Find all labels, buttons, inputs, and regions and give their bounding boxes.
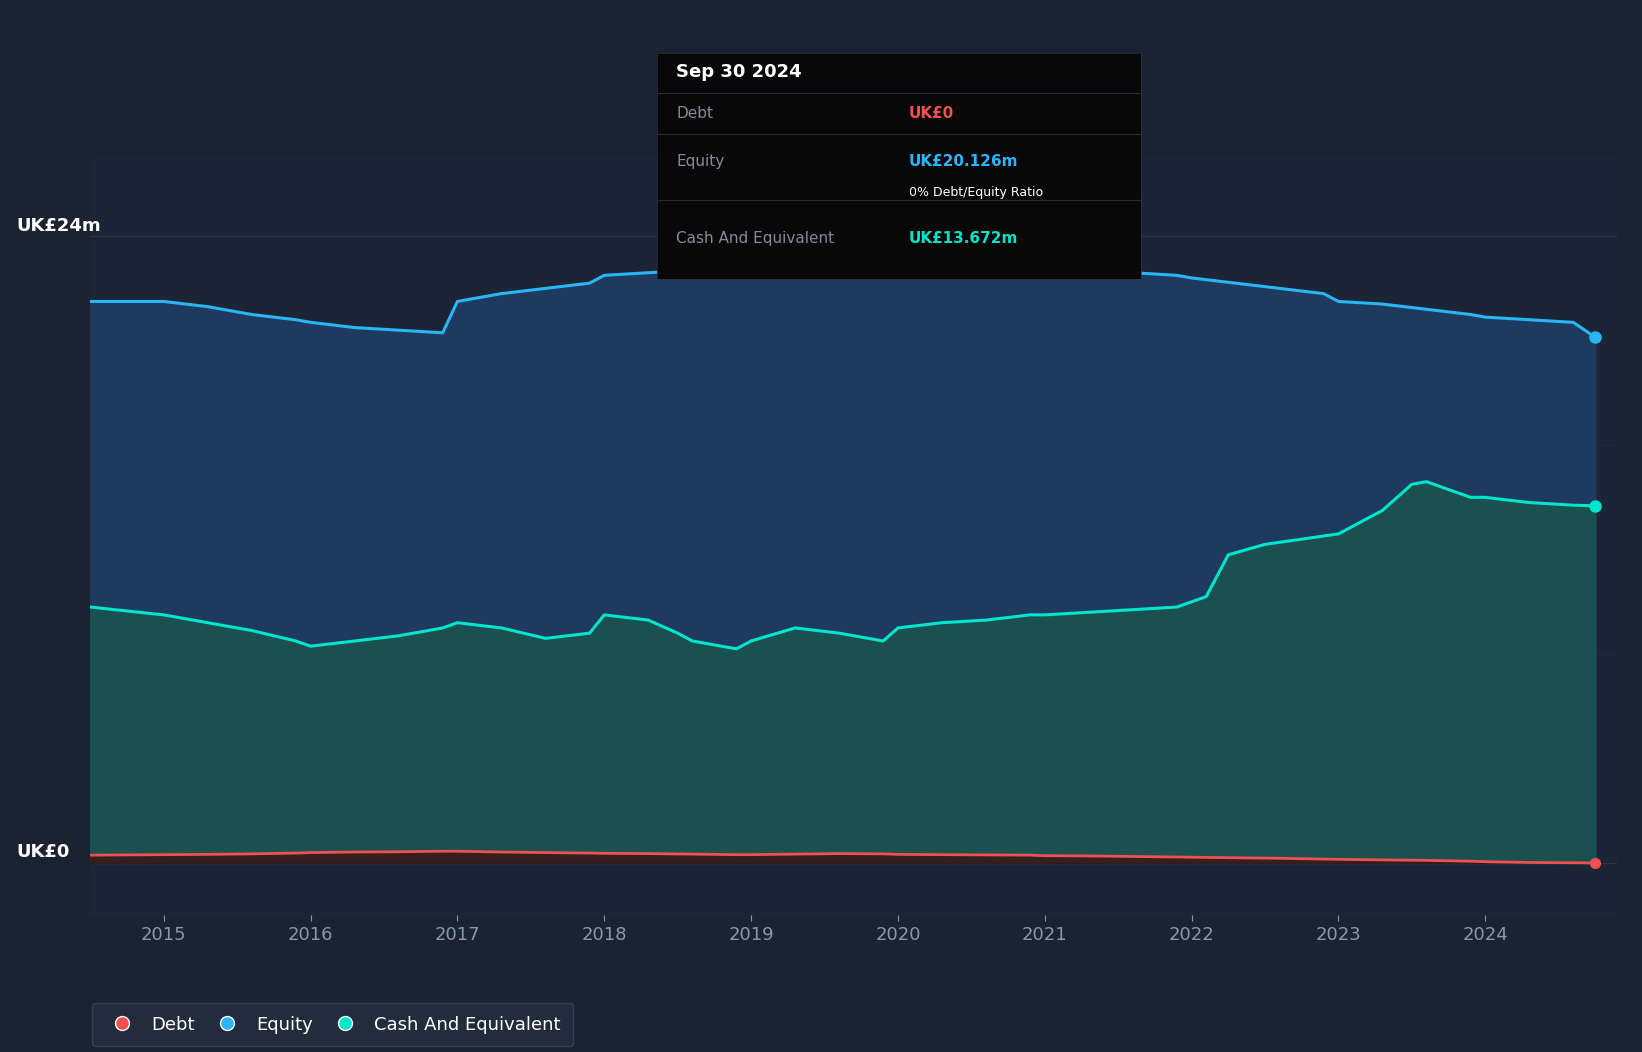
Text: 0% Debt/Equity Ratio: 0% Debt/Equity Ratio	[908, 186, 1043, 199]
Text: Equity: Equity	[677, 154, 724, 168]
Text: UK£13.672m: UK£13.672m	[908, 230, 1018, 245]
Text: UK£0: UK£0	[908, 106, 954, 121]
Text: UK£0: UK£0	[16, 844, 71, 862]
Text: UK£24m: UK£24m	[16, 217, 102, 235]
Text: UK£20.126m: UK£20.126m	[908, 154, 1018, 168]
Text: Sep 30 2024: Sep 30 2024	[677, 63, 801, 81]
Legend: Debt, Equity, Cash And Equivalent: Debt, Equity, Cash And Equivalent	[92, 1003, 573, 1047]
Text: Debt: Debt	[677, 106, 713, 121]
Text: Cash And Equivalent: Cash And Equivalent	[677, 230, 834, 245]
